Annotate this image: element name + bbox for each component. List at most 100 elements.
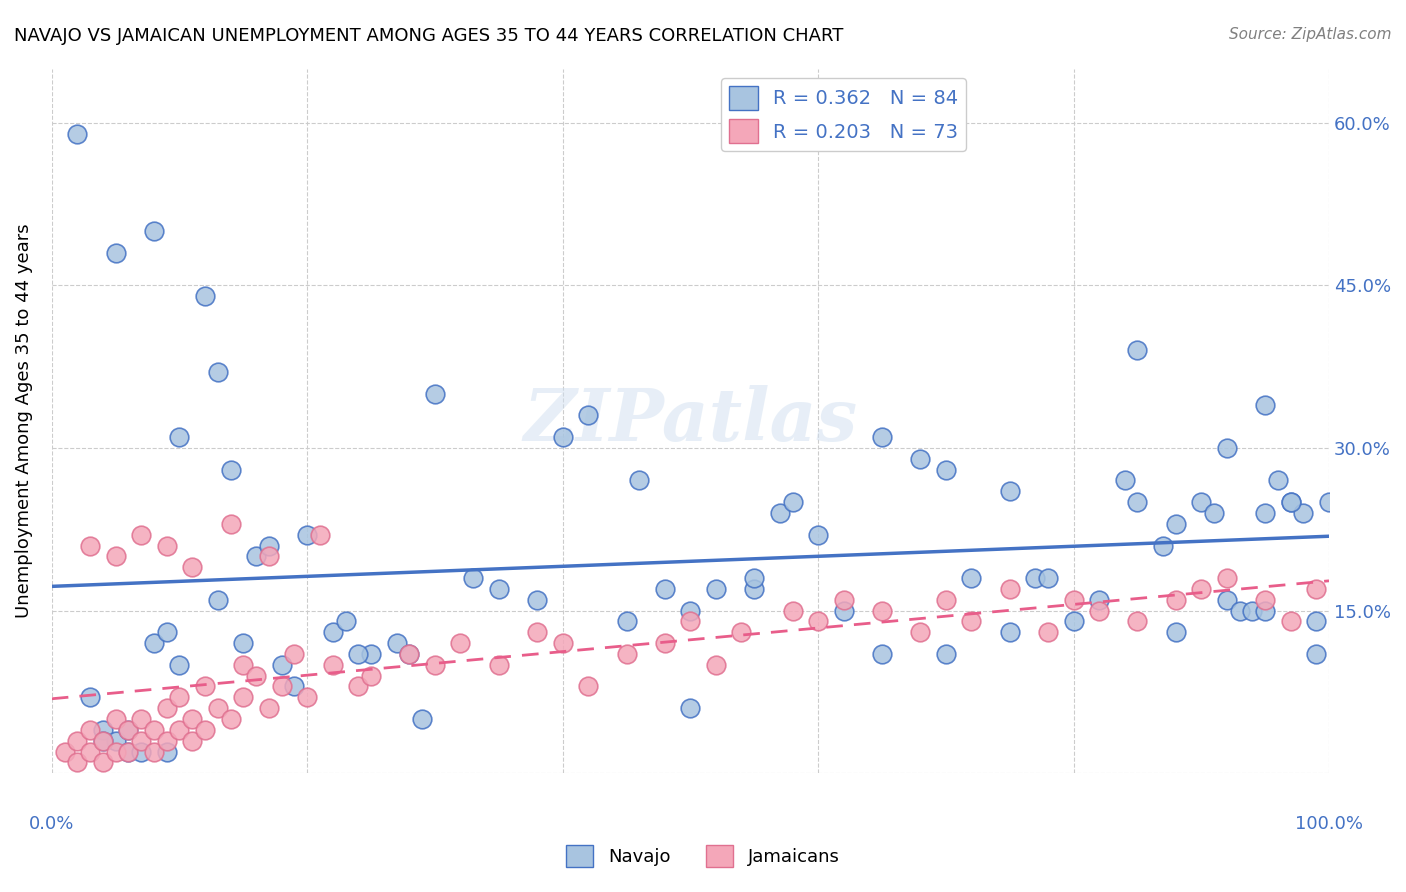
Point (1279, 495, 1302, 509)
Point (1088, 603, 1111, 617)
Point (335, 615, 357, 629)
Point (207, 701, 229, 715)
Point (91, 733, 114, 747)
Point (398, 647, 420, 661)
Point (117, 723, 139, 737)
Point (181, 560, 204, 574)
Point (91, 733, 114, 747)
Point (1164, 592, 1187, 607)
Point (807, 615, 830, 629)
Point (769, 506, 792, 520)
Point (360, 668, 382, 682)
Point (526, 592, 548, 607)
Point (257, 701, 280, 715)
Point (142, 636, 165, 650)
Point (129, 527, 152, 541)
Point (245, 549, 267, 564)
Point (169, 657, 191, 672)
Point (1164, 516, 1187, 531)
Point (79, 723, 101, 737)
Point (219, 712, 242, 726)
Point (322, 657, 344, 672)
Point (1063, 592, 1085, 607)
Point (1317, 495, 1340, 509)
Point (53, 744, 76, 758)
Point (232, 690, 254, 705)
Point (79, 690, 101, 705)
Point (616, 615, 638, 629)
Point (1241, 603, 1264, 617)
Point (156, 701, 179, 715)
Point (91, 756, 114, 770)
Point (782, 603, 804, 617)
Point (156, 744, 179, 758)
Point (998, 484, 1021, 499)
Point (104, 549, 127, 564)
Point (616, 647, 638, 661)
Point (1216, 441, 1239, 455)
Point (104, 712, 127, 726)
Point (1305, 647, 1327, 661)
Text: 0.0%: 0.0% (30, 815, 75, 833)
Point (66, 756, 89, 770)
Point (960, 571, 983, 585)
Text: Source: ZipAtlas.com: Source: ZipAtlas.com (1229, 27, 1392, 42)
Point (998, 625, 1021, 640)
Point (742, 571, 765, 585)
Point (1279, 615, 1302, 629)
Point (104, 245, 127, 260)
Point (998, 582, 1021, 596)
Point (1254, 398, 1277, 412)
Point (129, 733, 152, 747)
Text: NAVAJO VS JAMAICAN UNEMPLOYMENT AMONG AGES 35 TO 44 YEARS CORRELATION CHART: NAVAJO VS JAMAICAN UNEMPLOYMENT AMONG AG… (14, 27, 844, 45)
Point (295, 527, 318, 541)
Legend: Navajo, Jamaicans: Navajo, Jamaicans (560, 838, 846, 874)
Point (169, 690, 191, 705)
Point (283, 680, 305, 694)
Point (1189, 495, 1212, 509)
Point (245, 668, 267, 682)
Point (181, 712, 204, 726)
Point (169, 723, 191, 737)
Point (1216, 571, 1239, 585)
Point (1036, 571, 1059, 585)
Point (347, 680, 370, 694)
Point (156, 733, 179, 747)
Point (1152, 539, 1174, 553)
Point (1088, 592, 1111, 607)
Point (576, 680, 599, 694)
Point (142, 224, 165, 238)
Point (117, 744, 139, 758)
Point (742, 582, 765, 596)
Point (142, 723, 165, 737)
Point (219, 516, 242, 531)
Point (1254, 592, 1277, 607)
Point (832, 603, 855, 617)
Point (628, 474, 651, 488)
Point (704, 582, 727, 596)
Point (207, 592, 229, 607)
Point (207, 365, 229, 379)
Point (1164, 625, 1187, 640)
Point (66, 733, 89, 747)
Point (910, 625, 932, 640)
Point (270, 680, 292, 694)
Point (411, 712, 433, 726)
Point (679, 615, 702, 629)
Legend: R = 0.362   N = 84, R = 0.203   N = 73: R = 0.362 N = 84, R = 0.203 N = 73 (721, 78, 966, 151)
Point (1229, 603, 1251, 617)
Point (104, 744, 127, 758)
Point (1126, 495, 1149, 509)
Point (270, 657, 292, 672)
Point (730, 625, 752, 640)
Point (704, 657, 727, 672)
Point (1292, 506, 1315, 520)
Point (960, 615, 983, 629)
Point (194, 680, 217, 694)
Point (654, 636, 676, 650)
Point (1063, 615, 1085, 629)
Point (1254, 603, 1277, 617)
Point (129, 744, 152, 758)
Point (551, 430, 574, 444)
Point (194, 723, 217, 737)
